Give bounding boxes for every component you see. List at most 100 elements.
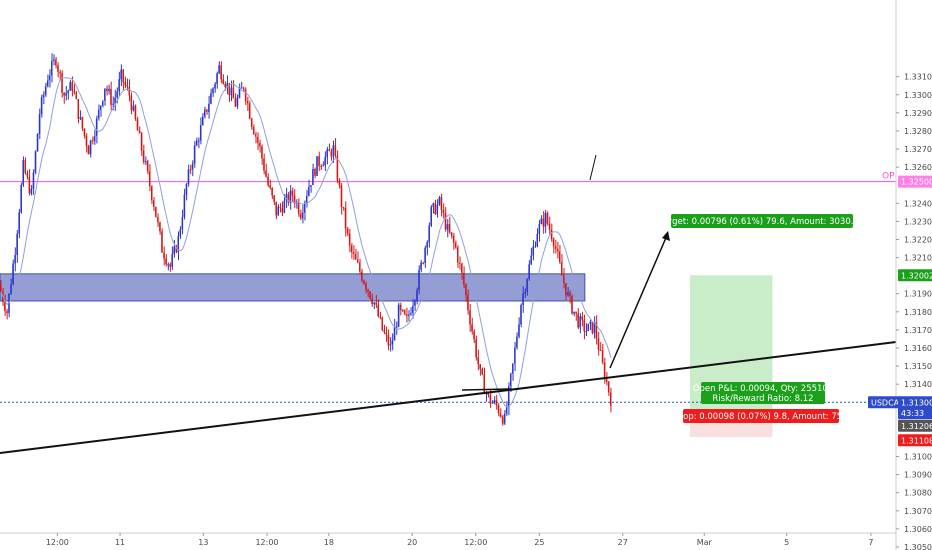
countdown-tag-text: 43:33 [901,409,924,418]
candle-body [104,88,106,101]
candle-body [142,150,145,162]
candle-body [216,73,218,84]
candle-body [246,101,249,104]
candle-body [357,259,359,263]
candle-body [407,314,410,316]
risk-zone [689,419,773,438]
candle-body [173,246,175,255]
candle-body [381,317,383,331]
x-tick-label: 18 [324,538,334,547]
candle-body [346,228,349,234]
candle-body [179,229,182,237]
y-tick-label: 1.32700 [904,145,932,154]
candle-body [489,394,492,404]
candle-body [365,283,367,290]
candle-body [118,79,120,92]
candle-body [418,269,420,291]
candle-body [565,283,567,296]
candle-body [493,400,496,403]
candle-body [195,140,198,146]
candle-body [499,413,502,417]
candle-body [581,316,583,320]
y-tick-label: 1.30800 [904,489,932,498]
candle-body [99,105,102,110]
candle-body [524,291,526,294]
candle-body [110,88,112,105]
candle-body [458,262,461,264]
candle-body [18,212,20,234]
candle-body [593,322,596,333]
candle-body [477,357,479,365]
candle-body [159,222,161,232]
candle-body [334,145,337,156]
candle-body [271,187,273,196]
candle-body [232,87,235,99]
y-tick-label: 1.31500 [904,362,932,371]
candle-body [124,82,126,85]
y-tick-label: 1.31700 [904,326,932,335]
y-tick-label: 1.31400 [904,380,932,389]
candle-body [248,103,251,119]
candle-body [53,59,55,61]
candle-body [210,93,212,104]
candle-body [332,145,335,157]
candle-body [224,83,226,88]
candle-body [285,194,288,201]
candle-body [187,169,190,184]
candle-body [448,224,451,233]
candle-body [150,186,153,201]
candle-body [73,90,75,93]
candle-body [436,204,439,215]
stop-label [683,409,839,423]
candle-body [93,135,96,142]
candle-body [167,264,169,266]
candle-body [281,207,284,213]
y-tick-label: 1.32100 [904,254,932,263]
x-tick-label: 12:00 [464,538,487,547]
candle-body [193,145,196,164]
candle-body [420,262,422,270]
candle-body [44,86,47,95]
candle-body [240,87,243,89]
candle-body [609,392,612,406]
candle-body [530,255,532,265]
candle-body [112,103,114,105]
candle-body [518,324,520,337]
open-pnl-text: Open P&L: 0.00094, Qty: 255102 [693,384,833,394]
candle-body [432,203,434,207]
candle-body [259,142,261,147]
candle-body [538,223,541,234]
candle-body [218,65,220,74]
y-tick-label: 1.30700 [904,507,932,516]
y-tick-label: 1.31000 [904,453,932,462]
candle-body [161,231,163,253]
candle-body [534,246,536,248]
candle-body [501,416,504,424]
candle-body [326,149,328,158]
candle-body [85,135,88,147]
candle-body [277,206,279,216]
candle-body [605,379,608,382]
candle-body [61,73,63,93]
candle-body [20,184,22,213]
candle-body [444,213,447,230]
candle-body [483,374,485,394]
x-tick-label: 20 [407,538,417,547]
candle-body [536,233,539,247]
risk-reward-text: Risk/Reward Ratio: 8.12 [712,394,813,404]
candle-body [157,217,159,223]
candle-body [222,79,224,84]
supply-demand-zone [0,273,586,302]
candle-body [36,133,39,152]
candle-body [153,200,155,207]
y-tick-label: 1.30600 [904,525,932,534]
candle-body [399,304,402,310]
candle-body [505,407,508,414]
candle-body [526,279,528,292]
candle-body [595,322,598,339]
moving-average-line [0,77,612,408]
op-price-tag-text: 1.32500 [901,178,932,187]
target-price-tag [898,269,932,282]
candle-body [428,225,430,243]
